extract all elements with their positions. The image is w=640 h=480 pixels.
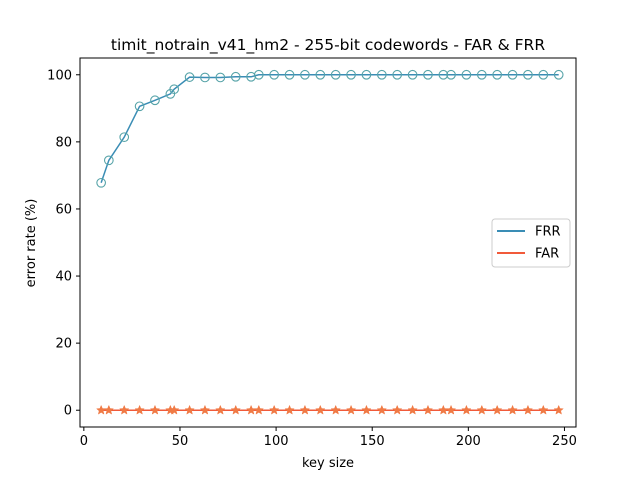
chart-title: timit_notrain_v41_hm2 - 255-bit codeword… xyxy=(111,36,545,55)
data-point-far xyxy=(345,404,357,415)
legend: FRR FAR xyxy=(491,218,571,268)
data-point-frr xyxy=(538,69,549,80)
data-point-frr xyxy=(446,69,456,80)
data-point-far xyxy=(284,404,295,415)
x-tick-label: 0 xyxy=(80,434,88,449)
data-point-frr xyxy=(184,72,195,82)
data-point-far xyxy=(215,404,226,415)
data-point-far xyxy=(168,404,180,415)
data-point-frr xyxy=(346,69,356,80)
data-point-far xyxy=(230,404,241,415)
data-point-far xyxy=(253,404,265,415)
y-tick-label: 0 xyxy=(64,404,72,419)
x-tick-label: 100 xyxy=(264,434,289,449)
data-point-far xyxy=(184,404,195,415)
data-point-frr xyxy=(103,155,114,166)
y-tick-label: 20 xyxy=(55,337,72,352)
data-point-frr xyxy=(253,69,264,80)
data-point-frr xyxy=(315,69,326,80)
data-point-frr xyxy=(392,69,403,80)
axes-frame xyxy=(79,57,577,428)
data-point-frr xyxy=(407,69,418,80)
data-point-far xyxy=(538,404,549,415)
data-point-far xyxy=(522,404,534,415)
data-point-frr xyxy=(134,101,145,112)
data-point-far xyxy=(407,404,418,415)
data-point-frr xyxy=(423,69,433,80)
data-point-far xyxy=(134,404,145,415)
data-point-frr xyxy=(476,69,487,80)
x-tick-label: 50 xyxy=(172,434,189,449)
data-point-far xyxy=(553,404,564,415)
y-tick-label: 40 xyxy=(55,270,72,285)
data-point-frr xyxy=(507,69,518,80)
data-point-far xyxy=(507,404,518,415)
data-point-frr xyxy=(150,95,160,106)
legend-label-far: FAR xyxy=(535,247,559,262)
data-point-frr xyxy=(553,69,564,80)
data-point-frr xyxy=(119,132,130,143)
data-point-far xyxy=(199,404,211,415)
data-point-frr xyxy=(461,69,472,80)
y-tick-label: 100 xyxy=(47,68,72,83)
plot-area xyxy=(95,69,564,415)
series-far xyxy=(95,404,564,415)
data-point-far xyxy=(103,404,115,415)
x-tick-label: 150 xyxy=(360,434,385,449)
x-axis-label: key size xyxy=(302,456,354,471)
data-point-far xyxy=(330,404,341,415)
series-frr xyxy=(96,69,564,188)
data-point-frr xyxy=(361,69,372,80)
data-point-far xyxy=(119,404,130,415)
data-point-frr xyxy=(492,69,503,80)
data-point-far xyxy=(299,404,311,415)
data-point-far xyxy=(491,404,503,415)
y-axis-label: error rate (%) xyxy=(24,199,39,288)
x-tick-label: 250 xyxy=(552,434,577,449)
data-point-far xyxy=(391,404,403,415)
x-axis: 0 50 100 150 200 250 xyxy=(80,427,577,449)
data-point-frr xyxy=(376,69,387,80)
data-point-frr xyxy=(438,69,449,80)
x-tick-label: 200 xyxy=(456,434,481,449)
legend-label-frr: FRR xyxy=(535,225,561,240)
data-point-frr xyxy=(523,69,533,80)
data-point-far xyxy=(315,404,326,415)
data-point-far xyxy=(149,404,161,415)
data-point-far xyxy=(376,404,388,415)
data-point-frr xyxy=(284,69,295,80)
data-point-far xyxy=(461,404,472,415)
data-point-frr xyxy=(300,69,310,80)
data-point-frr xyxy=(215,72,226,83)
data-point-frr xyxy=(96,177,106,188)
data-point-frr xyxy=(169,84,180,95)
y-tick-label: 60 xyxy=(55,202,72,217)
y-tick-label: 80 xyxy=(55,135,72,150)
data-point-far xyxy=(422,404,434,415)
data-point-far xyxy=(361,404,372,415)
data-point-frr xyxy=(269,69,280,80)
data-point-far xyxy=(445,404,457,415)
data-point-frr xyxy=(200,72,210,83)
data-point-far xyxy=(268,404,280,415)
y-axis: 0 20 40 60 80 100 xyxy=(47,68,80,419)
data-point-far xyxy=(476,404,488,415)
data-point-frr xyxy=(230,71,241,82)
data-point-frr xyxy=(330,69,341,80)
